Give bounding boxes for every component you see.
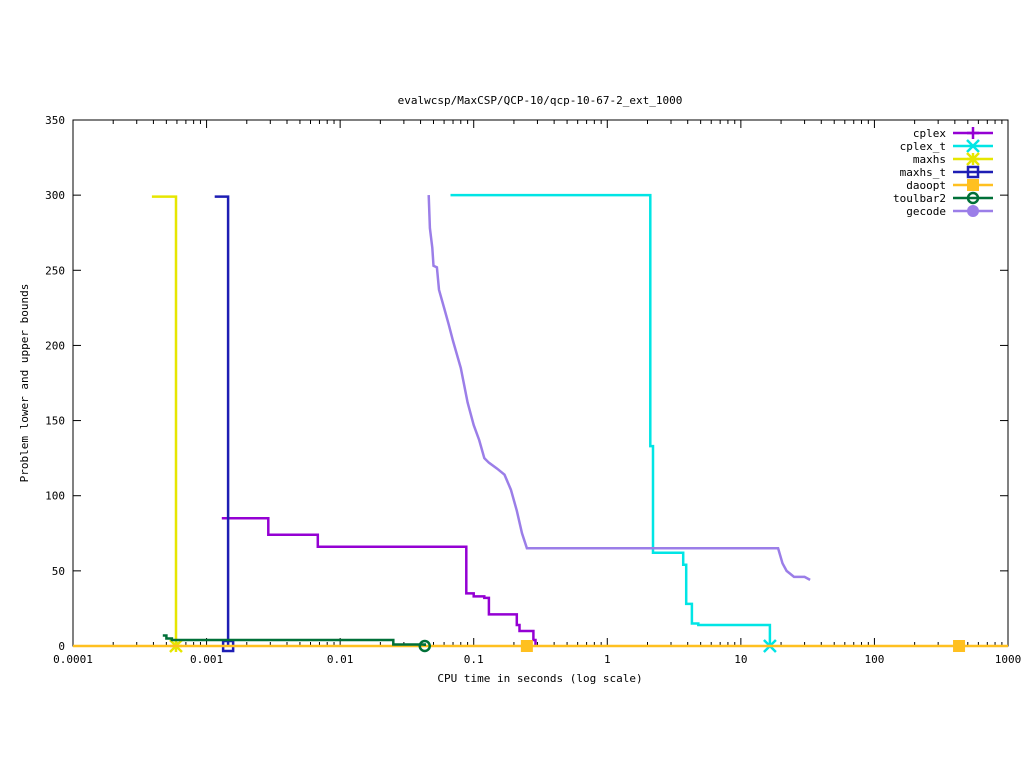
x-tick-label: 1000 [995,653,1022,666]
y-tick-label: 300 [45,189,65,202]
legend-item: gecode [906,205,993,218]
legend-marker [966,152,980,166]
x-tick-label: 100 [864,653,884,666]
series-line [427,195,811,581]
data-point-marker [520,640,533,652]
legend-marker [967,127,979,139]
y-tick-label: 250 [45,264,65,277]
x-axis-label: CPU time in seconds (log scale) [437,672,642,685]
series-maxhs_t [214,195,235,653]
chart-title: evalwcsp/MaxCSP/QCP-10/qcp-10-67-2_ext_1… [398,94,683,107]
legend-label: maxhs_t [900,166,946,179]
legend-marker [966,165,980,179]
x-tick-label: 1 [604,653,611,666]
x-tick-label: 0.01 [327,653,354,666]
legend-label: cplex_t [900,140,946,153]
legend-item: daoopt [906,179,993,192]
y-tick-label: 200 [45,339,65,352]
legend-label: cplex [913,127,946,140]
legend-item: cplex [913,127,993,140]
legend-marker [967,205,979,217]
legend-marker [966,139,980,153]
axis-ticks: 0 50 100 150 200 250 300 350 0.0001 0.001 0.01 0.1 1… [45,114,1021,666]
legend-marker [967,179,979,191]
y-tick-label: 50 [52,565,65,578]
legend-label: gecode [906,205,946,218]
x-tick-label: 0.001 [190,653,223,666]
series-gecode [427,195,811,581]
data-point-marker [953,640,966,652]
x-tick-label: 10 [734,653,747,666]
y-tick-label: 150 [45,415,65,428]
x-tick-label: 0.0001 [53,653,93,666]
legend-label: maxhs [913,153,946,166]
y-axis-label: Problem lower and upper bounds [18,284,31,483]
series-cplex_t [450,193,777,653]
legend-item: maxhs [913,152,993,166]
plot-border [72,119,1009,647]
y-tick-label: 0 [58,640,65,653]
legend-item: toulbar2 [893,191,993,205]
legend-item: cplex_t [900,139,993,153]
legend: cplexcplex_tmaxhsmaxhs_tdaoopttoulbar2ge… [893,127,993,218]
legend-label: toulbar2 [893,192,946,205]
series-daoopt [73,640,1008,652]
y-tick-label: 100 [45,490,65,503]
series-line [162,634,427,646]
series-layer [73,193,1008,653]
series-line [221,517,537,646]
legend-item: maxhs_t [900,165,993,179]
legend-label: daoopt [906,179,946,192]
series-line [450,193,772,646]
legend-marker [966,191,980,205]
series-line [214,195,230,646]
data-point-marker [418,639,432,653]
series-toulbar2 [162,634,432,653]
x-tick-label: 0.1 [464,653,484,666]
y-tick-label: 350 [45,114,65,127]
series-maxhs [151,195,183,653]
series-cplex [221,517,537,646]
series-line [151,195,178,646]
